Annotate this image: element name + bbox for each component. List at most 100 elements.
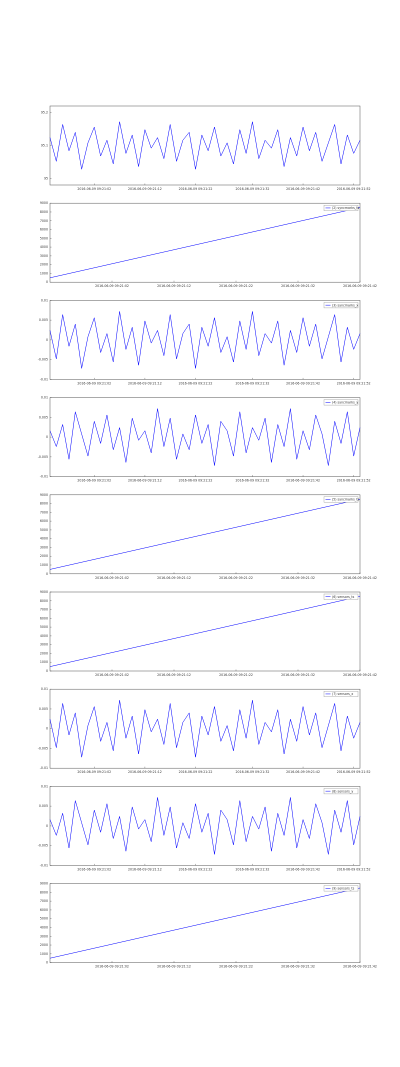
- y-tick-label: -0.01: [40, 475, 48, 479]
- y-tick-label: 3000: [40, 545, 48, 549]
- y-tick-label: 6000: [40, 616, 48, 620]
- y-tick-label: 5000: [40, 528, 48, 532]
- legend-label: (8) sensors_y: [332, 789, 353, 793]
- x-tick-label: 2016-06-09 09:21:12: [128, 479, 162, 483]
- plot-frame: [49, 494, 361, 575]
- x-tick-label: 2016-06-09 09:21:42: [286, 867, 320, 871]
- y-tick-label: 8000: [40, 502, 48, 506]
- y-tick-label: 95: [44, 176, 48, 180]
- y-tick-label: -0.005: [38, 358, 48, 362]
- plot-frame: [49, 786, 361, 866]
- data-line: [49, 121, 361, 170]
- x-tick-label: 2016-06-09 09:21:52: [337, 381, 371, 385]
- x-tick-label: 2016-06-09 09:21:22: [219, 576, 253, 580]
- y-tick-label: 0: [46, 824, 48, 828]
- y-tick-label: 1000: [40, 271, 48, 275]
- y-tick-label: 4000: [40, 925, 48, 929]
- x-tick-label: 2016-06-09 09:21:42: [343, 673, 377, 677]
- y-tick-label: 9000: [40, 201, 48, 205]
- x-tick-label: 2016-06-09 09:21:02: [77, 770, 111, 774]
- x-tick-label: 2016-06-09 09:21:02: [95, 965, 129, 969]
- x-tick-label: 2016-06-09 09:21:22: [179, 187, 213, 191]
- x-tick-label: 2016-06-09 09:21:02: [95, 673, 129, 677]
- y-tick-label: 0.005: [39, 707, 48, 711]
- x-tick-label: 2016-06-09 09:21:42: [343, 965, 377, 969]
- y-tick-label: 4000: [40, 537, 48, 541]
- y-tick-label: 0.01: [41, 784, 48, 788]
- data-line: [49, 700, 361, 758]
- x-tick-label: 2016-06-09 09:21:22: [219, 284, 253, 288]
- x-tick-label: 2016-06-09 09:21:32: [281, 576, 315, 580]
- y-tick-label: -0.005: [38, 746, 48, 750]
- x-tick-label: 2016-06-09 09:21:42: [343, 576, 377, 580]
- x-tick-label: 2016-06-09 09:21:02: [77, 479, 111, 483]
- x-tick-label: 2016-06-09 09:21:22: [179, 479, 213, 483]
- x-tick-label: 2016-06-09 09:21:32: [236, 867, 270, 871]
- x-tick-label: 2016-06-09 09:21:12: [128, 770, 162, 774]
- x-tick-label: 2016-06-09 09:21:02: [77, 187, 111, 191]
- x-tick-label: 2016-06-09 09:21:42: [286, 187, 320, 191]
- y-tick-label: 4000: [40, 245, 48, 249]
- x-tick-label: 2016-06-09 09:21:42: [343, 284, 377, 288]
- x-tick-label: 2016-06-09 09:21:32: [236, 187, 270, 191]
- legend-box: [323, 496, 359, 503]
- legend-box: [323, 399, 359, 406]
- legend-label: (9) sensors_ts: [332, 887, 355, 891]
- legend-box: [323, 691, 359, 697]
- x-tick-label: 2016-06-09 09:21:12: [157, 965, 191, 969]
- y-tick-label: 7000: [40, 219, 48, 223]
- y-tick-label: 1000: [40, 660, 48, 664]
- y-tick-label: 9000: [40, 493, 48, 497]
- x-tick-label: 2016-06-09 09:21:42: [286, 381, 320, 385]
- x-tick-label: 2016-06-09 09:21:12: [157, 673, 191, 677]
- y-tick-label: 2000: [40, 651, 48, 655]
- legend-label: (3) syncmarks_x: [332, 303, 358, 307]
- x-tick-label: 2016-06-09 09:21:42: [286, 479, 320, 483]
- y-tick-label: 8000: [40, 890, 48, 894]
- y-tick-label: 0.01: [41, 298, 48, 302]
- plot-frame: [49, 397, 361, 477]
- y-tick-label: 3000: [40, 934, 48, 938]
- y-tick-label: 0.005: [39, 415, 48, 419]
- y-tick-label: 6000: [40, 519, 48, 523]
- y-tick-label: -0.005: [38, 844, 48, 848]
- x-tick-label: 2016-06-09 09:21:22: [219, 965, 253, 969]
- y-tick-label: 0: [46, 280, 48, 284]
- legend-label: (5) syncmarks_ts: [332, 498, 360, 502]
- data-line: [49, 207, 361, 279]
- data-line: [49, 596, 361, 667]
- y-tick-label: 4000: [40, 634, 48, 638]
- x-tick-label: 2016-06-09 09:21:52: [337, 770, 371, 774]
- x-tick-label: 2016-06-09 09:21:02: [77, 867, 111, 871]
- y-tick-label: -0.01: [40, 863, 48, 867]
- legend-box: [323, 204, 359, 211]
- y-tick-label: 6000: [40, 908, 48, 912]
- legend-label: (4) syncmarks_y: [332, 401, 358, 405]
- y-tick-label: 0: [46, 727, 48, 731]
- x-tick-label: 2016-06-09 09:21:32: [281, 673, 315, 677]
- y-tick-label: 95.2: [41, 111, 48, 115]
- plot-frame: [49, 688, 361, 769]
- x-tick-label: 2016-06-09 09:21:22: [219, 673, 253, 677]
- y-tick-label: 0: [46, 338, 48, 342]
- y-tick-label: 2000: [40, 943, 48, 947]
- y-tick-label: 9000: [40, 590, 48, 594]
- data-line: [49, 797, 361, 855]
- data-line: [49, 408, 361, 466]
- legend-label: (7) sensors_x: [332, 692, 353, 696]
- legend-label: (2) syncmarks_ts: [332, 206, 360, 210]
- y-tick-label: 5000: [40, 236, 48, 240]
- x-tick-label: 2016-06-09 09:21:32: [281, 284, 315, 288]
- y-tick-label: 7000: [40, 510, 48, 514]
- legend-box: [323, 302, 359, 309]
- x-tick-label: 2016-06-09 09:21:12: [128, 187, 162, 191]
- plot-frame: [49, 105, 361, 186]
- x-tick-label: 2016-06-09 09:21:32: [236, 770, 270, 774]
- y-tick-label: 2000: [40, 554, 48, 558]
- y-tick-label: 3000: [40, 643, 48, 647]
- x-tick-label: 2016-06-09 09:21:52: [337, 187, 371, 191]
- y-tick-label: 0: [46, 435, 48, 439]
- y-tick-label: 0.005: [39, 318, 48, 322]
